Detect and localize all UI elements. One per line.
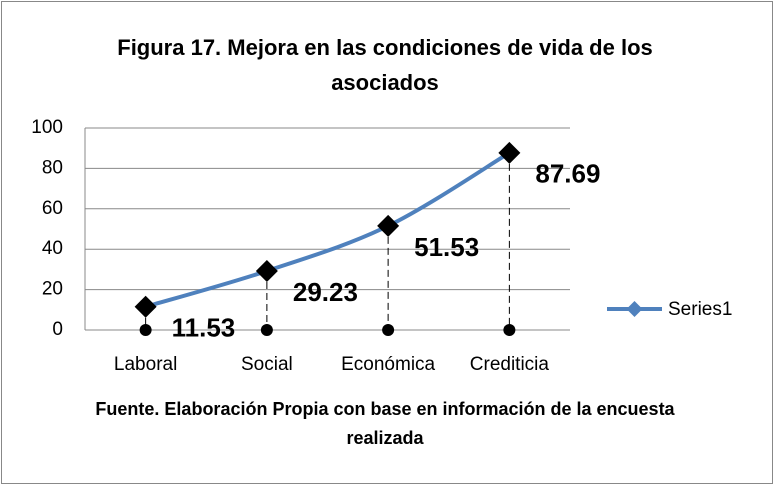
drop-line-end (382, 324, 395, 336)
y-tick-label: 20 (42, 279, 63, 300)
data-point (255, 259, 278, 282)
y-tick-label: 40 (42, 238, 63, 259)
data-label: 11.53 (172, 313, 236, 343)
legend-marker (626, 301, 643, 317)
data-point (498, 141, 521, 164)
x-tick-label: Económica (341, 354, 435, 375)
data-label: 51.53 (414, 232, 479, 262)
series-line (145, 151, 511, 309)
y-tick-label: 100 (31, 117, 63, 138)
y-tick-label: 0 (52, 319, 63, 340)
data-label: 29.23 (293, 277, 358, 307)
legend-label: Series1 (668, 299, 732, 320)
data-point (377, 214, 400, 237)
drop-line-end (503, 324, 516, 336)
x-tick-label: Crediticia (470, 354, 550, 375)
data-point (134, 295, 157, 318)
x-axis-title: Fuente. Elaboración Propia con base en i… (95, 399, 675, 448)
chart-title: Figura 17. Mejora en las condiciones de … (117, 35, 653, 95)
drop-line-end (260, 324, 273, 336)
x-tick-label: Social (241, 354, 293, 375)
y-tick-label: 60 (42, 198, 63, 219)
drop-line-end (139, 324, 152, 336)
y-tick-label: 80 (42, 157, 63, 178)
x-tick-label: Laboral (114, 354, 177, 375)
data-label: 87.69 (535, 159, 600, 189)
